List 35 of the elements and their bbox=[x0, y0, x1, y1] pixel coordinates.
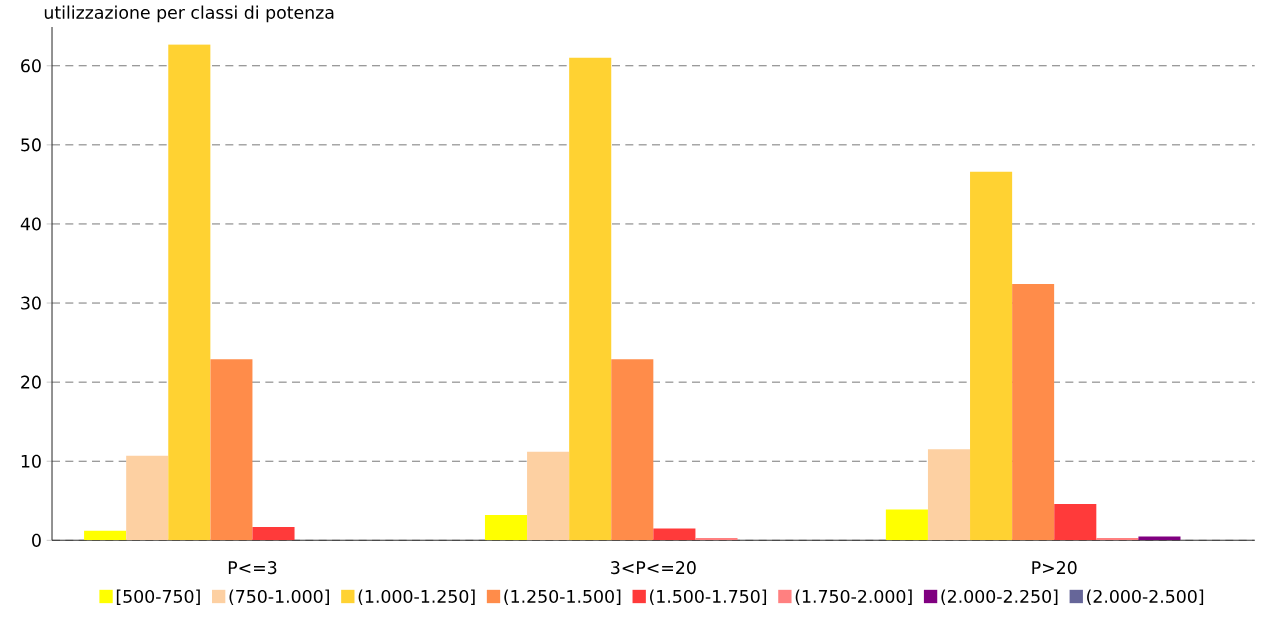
bar bbox=[527, 451, 570, 541]
y-tick-label: 20 bbox=[21, 375, 41, 389]
x-tick-label: P>20 bbox=[1032, 561, 1077, 575]
bar bbox=[611, 359, 654, 541]
x-tick-label: 3<P<=20 bbox=[611, 561, 696, 575]
legend-label: (2.000-2.250] bbox=[941, 589, 1058, 606]
bar bbox=[1012, 284, 1055, 541]
legend-label: (750-1.000] bbox=[229, 589, 329, 606]
y-tick-label: 10 bbox=[21, 454, 41, 468]
bar bbox=[210, 359, 253, 541]
bar bbox=[569, 57, 612, 541]
legend-label: [500-750] bbox=[116, 589, 200, 606]
bar bbox=[653, 528, 696, 541]
bar bbox=[484, 515, 528, 541]
legend-label: (2.000-2.500] bbox=[1087, 589, 1204, 606]
bar bbox=[126, 455, 169, 541]
bar bbox=[970, 171, 1013, 541]
bar bbox=[927, 449, 971, 541]
y-tick-label: 30 bbox=[21, 296, 41, 310]
y-tick-label: 50 bbox=[21, 138, 41, 152]
bar bbox=[252, 526, 295, 541]
bar bbox=[885, 509, 928, 541]
y-tick-label: 0 bbox=[32, 533, 41, 547]
bar bbox=[1138, 536, 1181, 541]
legend-label: (1.500-1.750] bbox=[650, 589, 767, 606]
y-tick-label: 40 bbox=[20, 217, 41, 231]
legend-label: (1.750-2.000] bbox=[795, 589, 912, 606]
bar bbox=[168, 44, 211, 541]
x-tick-label: P<=3 bbox=[228, 561, 277, 575]
legend-label: (1.000-1.250] bbox=[358, 589, 475, 606]
y-tick-label: 60 bbox=[21, 59, 41, 73]
chart-title: utilizzazione per classi di potenza bbox=[44, 5, 334, 23]
bar bbox=[84, 530, 127, 541]
legend-label: (1.250-1.500] bbox=[504, 589, 621, 606]
bar bbox=[1054, 503, 1097, 541]
